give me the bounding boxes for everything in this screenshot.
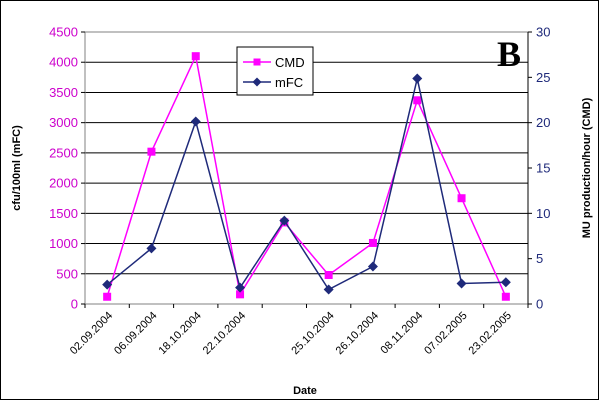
- legend-label-cmd: CMD: [275, 55, 305, 70]
- data-point-mfc: [500, 277, 511, 288]
- data-point-mfc: [146, 243, 157, 254]
- y-left-tick-label: 1500: [49, 206, 78, 221]
- y-right-tick-label: 10: [536, 206, 550, 221]
- legend-marker-cmd: [253, 58, 261, 66]
- data-point-mfc: [323, 284, 334, 295]
- data-point-cmd: [368, 238, 377, 247]
- y-left-tick-label: 3000: [49, 115, 78, 130]
- y-right-tick-label: 15: [536, 161, 550, 176]
- legend: CMD mFC: [236, 46, 314, 96]
- data-point-mfc: [279, 215, 290, 226]
- y-left-tick-label: 2500: [49, 145, 78, 160]
- y-right-tick-label: 5: [536, 251, 543, 266]
- legend-marker-mfc: [252, 77, 262, 87]
- series-layer: [102, 52, 511, 301]
- series-line-mfc: [106, 78, 506, 291]
- data-point-mfc: [235, 282, 246, 293]
- data-point-cmd: [324, 270, 333, 279]
- data-point-mfc: [456, 278, 467, 289]
- data-point-cmd: [147, 147, 156, 156]
- y-left-tick-label: 500: [56, 266, 78, 281]
- data-point-cmd: [103, 292, 112, 301]
- y-right-tick-label: 30: [536, 25, 550, 40]
- y-left-tick-label: 0: [71, 297, 78, 312]
- y-right-tick-label: 25: [536, 70, 550, 85]
- data-point-cmd: [501, 292, 510, 301]
- y-right-tick-label: 20: [536, 115, 550, 130]
- data-point-mfc: [412, 73, 423, 84]
- y-left-tick-label: 3500: [49, 85, 78, 100]
- data-point-mfc: [367, 261, 378, 272]
- y-right-tick-label: 0: [536, 297, 543, 312]
- x-axis-title: Date: [293, 385, 317, 397]
- y-left-tick-label: 4500: [49, 25, 78, 40]
- legend-box: [236, 46, 314, 96]
- y-left-tick-label: 2000: [49, 176, 78, 191]
- data-point-cmd: [457, 194, 466, 203]
- data-point-cmd: [191, 52, 200, 61]
- y-left-tick-label: 4000: [49, 55, 78, 70]
- series-line-cmd: [106, 53, 507, 298]
- y-axis-right-title: MU production/hour (CMD): [581, 97, 593, 238]
- y-axis-left-title: cfu/100ml (mFC): [11, 125, 23, 211]
- data-point-cmd: [413, 96, 422, 105]
- data-point-mfc: [102, 279, 113, 290]
- panel-label: B: [497, 34, 521, 74]
- data-point-cmd: [236, 290, 245, 299]
- y-left-tick-label: 1000: [49, 236, 78, 251]
- legend-label-mfc: mFC: [275, 75, 303, 90]
- data-point-mfc: [190, 116, 201, 127]
